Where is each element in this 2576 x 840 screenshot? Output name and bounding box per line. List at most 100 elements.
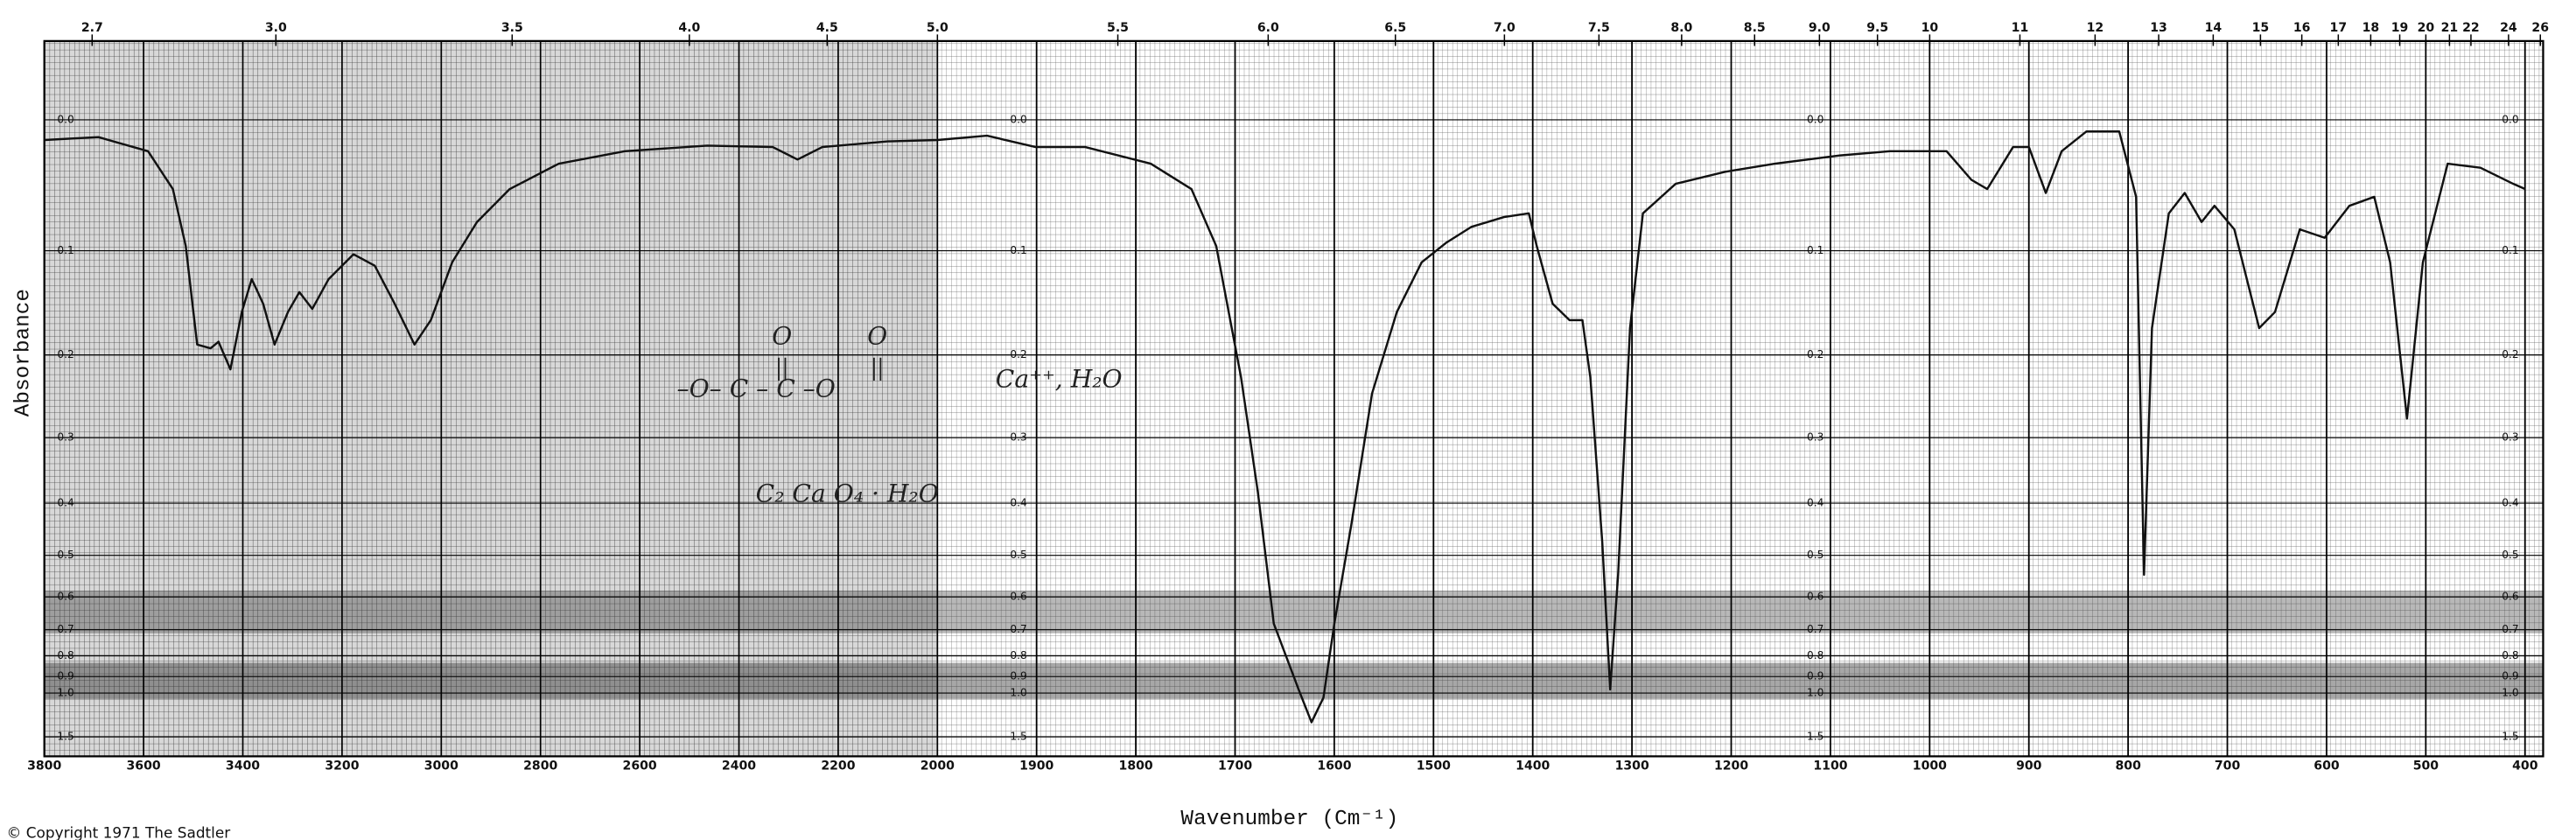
y-tick-label: 0.8 — [2502, 649, 2518, 662]
x-tick-label: 600 — [2314, 760, 2340, 774]
x2-tick-label: 3.5 — [501, 21, 523, 35]
y-tick-label: 0.1 — [1010, 244, 1026, 256]
y-tick-label: 0.4 — [2502, 497, 2519, 509]
y-tick-label: 0.1 — [57, 244, 74, 256]
x2-tick-label: 3.0 — [265, 21, 287, 35]
y-tick-label: 0.2 — [1010, 348, 1026, 360]
x-tick-label: 1200 — [1714, 760, 1748, 774]
y-tick-label: 0.4 — [57, 497, 74, 509]
x2-tick-label: 16 — [2293, 21, 2311, 35]
x2-tick-label: 12 — [2087, 21, 2104, 35]
x-tick-label: 400 — [2512, 760, 2538, 774]
x2-tick-label: 24 — [2500, 21, 2517, 35]
y-tick-label: 0.3 — [1010, 431, 1026, 444]
y-tick-label: 1.0 — [57, 687, 74, 699]
x-tick-label: 500 — [2413, 760, 2440, 774]
x2-tick-label: 20 — [2418, 21, 2435, 35]
y-tick-label: 0.6 — [1010, 591, 1026, 603]
y-tick-label: 1.5 — [1807, 730, 1824, 742]
x-tick-label: 1800 — [1119, 760, 1153, 774]
x-tick-label: 1600 — [1317, 760, 1351, 774]
y-tick-label: 1.5 — [1010, 730, 1026, 742]
x2-tick-label: 6.0 — [1257, 21, 1279, 35]
x2-tick-label: 7.0 — [1494, 21, 1516, 35]
y-tick-label: 0.9 — [1807, 670, 1824, 682]
y-tick-label: 1.5 — [2502, 730, 2518, 742]
x-tick-label: 1700 — [1218, 760, 1252, 774]
x2-tick-label: 26 — [2531, 21, 2549, 35]
x2-tick-label: 5.5 — [1107, 21, 1129, 35]
y-tick-label: 0.8 — [57, 649, 74, 662]
x-tick-label: 2800 — [523, 760, 557, 774]
y-tick-label: 1.5 — [57, 730, 74, 742]
x-tick-label: 1100 — [1813, 760, 1847, 774]
plot-layer: 3800 3600 3400 3200 3000 2800 2600 2400 2200 2000… — [27, 21, 2549, 774]
x2-tick-label: 8.0 — [1670, 21, 1692, 35]
y-tick-label: 0.0 — [1807, 113, 1824, 125]
x2-tick-label: 17 — [2330, 21, 2348, 35]
x-tick-label: 3200 — [325, 760, 359, 774]
grid-minor-right — [936, 40, 2544, 757]
y-tick-label: 0.4 — [1010, 497, 1027, 509]
y-tick-label: 0.9 — [2502, 670, 2518, 682]
x-tick-label: 2200 — [821, 760, 855, 774]
y-tick-label: 1.0 — [2502, 687, 2518, 699]
x-tick-label: 700 — [2215, 760, 2241, 774]
y-tick-label: 0.7 — [1010, 623, 1026, 635]
y-tick-label: 0.0 — [57, 113, 74, 125]
x2-tick-label: 10 — [1922, 21, 1939, 35]
x2-tick-label: 11 — [2012, 21, 2029, 35]
x2-tick-label: 15 — [2252, 21, 2270, 35]
y-tick-label: 0.1 — [2502, 244, 2518, 256]
x2-tick-label: 7.5 — [1588, 21, 1610, 35]
x-tick-label: 1900 — [1019, 760, 1054, 774]
x2-tick-label: 18 — [2362, 21, 2380, 35]
y-tick-label: 0.1 — [1807, 244, 1824, 256]
x2-tick-label: 21 — [2441, 21, 2459, 35]
x2-tick-label: 13 — [2150, 21, 2167, 35]
x2-tick-label: 9.0 — [1809, 21, 1830, 35]
x-tick-label: 2600 — [623, 760, 657, 774]
y-tick-label: 0.5 — [1010, 549, 1026, 561]
annotation: –O– C – C –O — [677, 374, 836, 403]
y-tick-label: 1.0 — [1807, 687, 1824, 699]
x-tick-label: 1000 — [1913, 760, 1947, 774]
x-tick-label: 2400 — [722, 760, 756, 774]
y-tick-label: 0.2 — [2502, 348, 2518, 360]
y-tick-label: 0.3 — [57, 431, 74, 444]
x2-tick-label: 8.5 — [1744, 21, 1766, 35]
x2-tick-label: 6.5 — [1384, 21, 1406, 35]
y-tick-label: 0.0 — [2502, 113, 2518, 125]
y-tick-label: 0.9 — [57, 670, 74, 682]
y-tick-label: 0.8 — [1010, 649, 1026, 662]
x-axis-label: Wavenumber (Cm⁻¹) — [1180, 808, 1398, 831]
y-tick-label: 1.0 — [1010, 687, 1026, 699]
annotation: C₂ Ca O₄ · H₂O — [756, 480, 939, 508]
y-tick-label: 0.5 — [57, 549, 74, 561]
x2-tick-label: 14 — [2205, 21, 2222, 35]
y-axis-label: Absorbance — [12, 289, 36, 416]
y-tick-label: 0.5 — [1807, 549, 1824, 561]
x2-tick-label: 9.5 — [1866, 21, 1888, 35]
x2-tick-label: 2.7 — [81, 21, 103, 35]
x-tick-label: 800 — [2115, 760, 2141, 774]
annotation: Ca⁺⁺, H₂O — [996, 365, 1123, 394]
grid-minor-left — [44, 40, 937, 757]
y-tick-label: 0.2 — [1807, 348, 1824, 360]
y-tick-label: 0.2 — [57, 348, 74, 360]
annotation: O — [867, 322, 887, 351]
y-tick-label: 0.7 — [57, 623, 74, 635]
y-tick-label: 0.0 — [1010, 113, 1026, 125]
x-tick-label: 2000 — [920, 760, 955, 774]
x-tick-label: 3400 — [226, 760, 260, 774]
x2-tick-label: 4.5 — [816, 21, 838, 35]
y-tick-label: 0.6 — [2502, 591, 2518, 603]
y-tick-label: 0.3 — [2502, 431, 2518, 444]
footer: © Copyright 1971 The Sadtler — [7, 824, 231, 840]
y-tick-label: 0.7 — [2502, 623, 2518, 635]
x-tick-label: 900 — [2016, 760, 2042, 774]
y-tick-label: 0.9 — [1010, 670, 1026, 682]
x-tick-label: 3800 — [27, 760, 61, 774]
y-tick-label: 0.6 — [1807, 591, 1824, 603]
